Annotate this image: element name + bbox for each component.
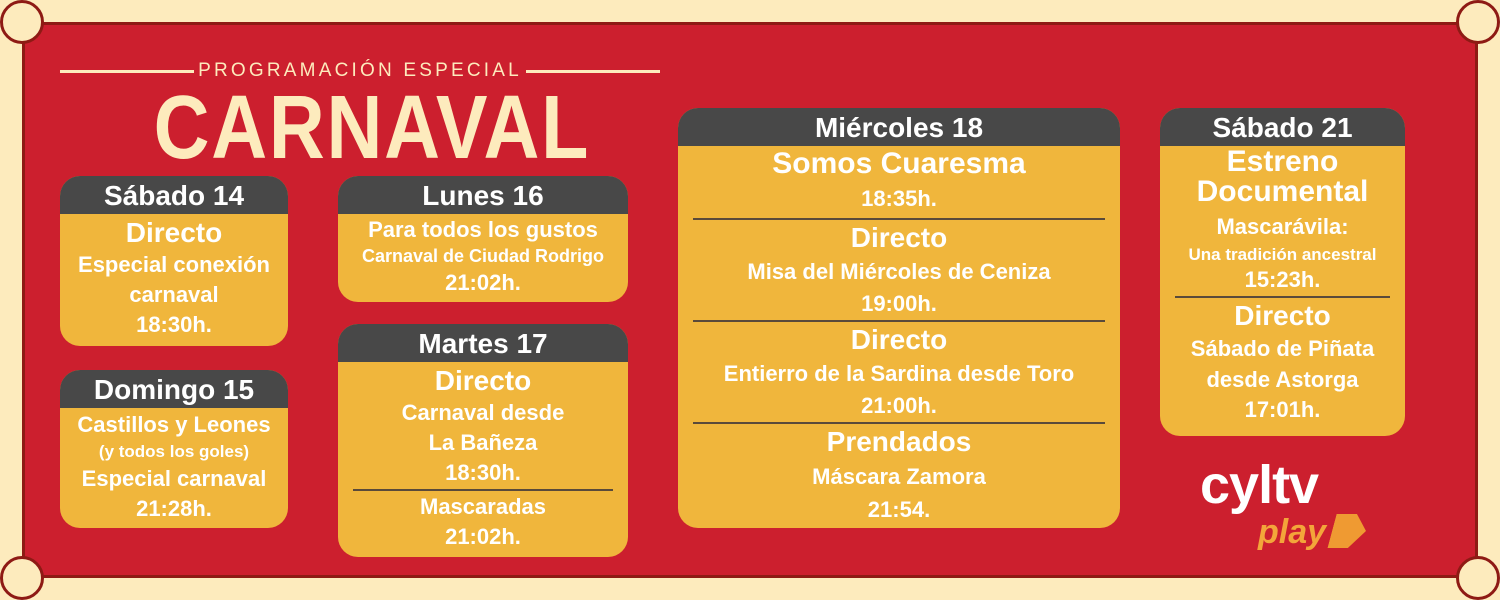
program-time: 15:23h. <box>1244 267 1321 292</box>
card-day: Sábado 21 <box>1160 108 1405 146</box>
corner-notch <box>1456 0 1500 44</box>
card-day: Miércoles 18 <box>678 108 1120 146</box>
program-type: Directo <box>850 324 948 355</box>
program-time: 21:02h. <box>445 524 521 549</box>
program-title: Castillos y Leones <box>77 412 271 437</box>
divider <box>693 218 1105 220</box>
divider <box>353 489 613 491</box>
program-title: Prendados <box>826 426 972 457</box>
kicker-rule <box>60 69 195 73</box>
program-title: carnaval <box>129 282 219 307</box>
corner-notch <box>0 556 44 600</box>
program-time: 18:35h. <box>861 186 937 211</box>
card-day: Sábado 14 <box>60 176 288 214</box>
program-type: Directo <box>434 365 532 396</box>
program-desc: Entierro de la Sardina desde Toro <box>723 361 1075 386</box>
program-type: Estreno <box>1226 145 1339 178</box>
kicker-rule <box>525 69 661 73</box>
card-sabado-14: Sábado 14 Directo Especial conexión carn… <box>60 176 288 346</box>
program-type: Directo <box>850 222 948 253</box>
logo-text: cyltv <box>1200 455 1319 515</box>
program-type: Directo <box>1234 300 1331 331</box>
divider <box>693 422 1105 424</box>
program-title: Especial carnaval <box>81 466 267 491</box>
divider <box>1175 296 1390 298</box>
program-title: Mascaradas <box>420 494 546 519</box>
program-time: 18:30h. <box>445 460 521 485</box>
play-arrow-icon <box>1327 514 1370 548</box>
card-day: Martes 17 <box>338 324 628 362</box>
program-subtitle: Una tradición ancestral <box>1188 245 1377 264</box>
program-time: 21:28h. <box>136 496 212 521</box>
corner-notch <box>1456 556 1500 600</box>
program-title: Sábado de Piñata <box>1190 336 1375 361</box>
logo-play-text: play <box>1258 513 1327 551</box>
program-time: 18:30h. <box>136 312 212 337</box>
program-time: 21:00h. <box>861 393 937 418</box>
program-desc: Máscara Zamora <box>812 464 986 489</box>
kicker: PROGRAMACIÓN ESPECIAL <box>60 60 661 82</box>
program-time: 21:54. <box>867 497 931 522</box>
card-martes-17: Martes 17 Directo Carnaval desde La Bañe… <box>338 324 628 557</box>
card-day: Domingo 15 <box>60 370 288 408</box>
card-sabado-21: Sábado 21 Estreno Documental Mascarávila… <box>1160 108 1405 436</box>
program-title: Para todos los gustos <box>368 217 598 242</box>
program-time: 21:02h. <box>445 270 521 295</box>
card-lunes-16: Lunes 16 Para todos los gustos Carnaval … <box>338 176 628 302</box>
program-subtitle: (y todos los goles) <box>98 442 250 461</box>
card-miercoles-18: Miércoles 18 Somos Cuaresma 18:35h. Dire… <box>678 108 1120 528</box>
card-day: Lunes 16 <box>338 176 628 214</box>
program-title: Especial conexión <box>78 252 270 277</box>
program-type: Directo <box>125 217 223 248</box>
program-title: La Bañeza <box>428 430 538 455</box>
program-time: 19:00h. <box>861 291 937 316</box>
program-title: Somos Cuaresma <box>772 147 1026 180</box>
program-type: Documental <box>1196 175 1369 208</box>
card-domingo-15: Domingo 15 Castillos y Leones (y todos l… <box>60 370 288 528</box>
cyltv-play-logo: cyltv play <box>1200 455 1380 556</box>
program-title: Mascarávila: <box>1216 214 1349 239</box>
corner-notch <box>0 0 44 44</box>
program-subtitle: Carnaval de Ciudad Rodrigo <box>361 246 605 266</box>
program-title: desde Astorga <box>1206 367 1359 392</box>
divider <box>693 320 1105 322</box>
kicker-text: PROGRAMACIÓN ESPECIAL <box>198 60 522 81</box>
program-desc: Misa del Miércoles de Ceniza <box>747 259 1051 284</box>
program-title: Carnaval desde <box>401 400 565 425</box>
page-title: CARNAVAL <box>153 78 591 178</box>
program-time: 17:01h. <box>1244 397 1321 422</box>
